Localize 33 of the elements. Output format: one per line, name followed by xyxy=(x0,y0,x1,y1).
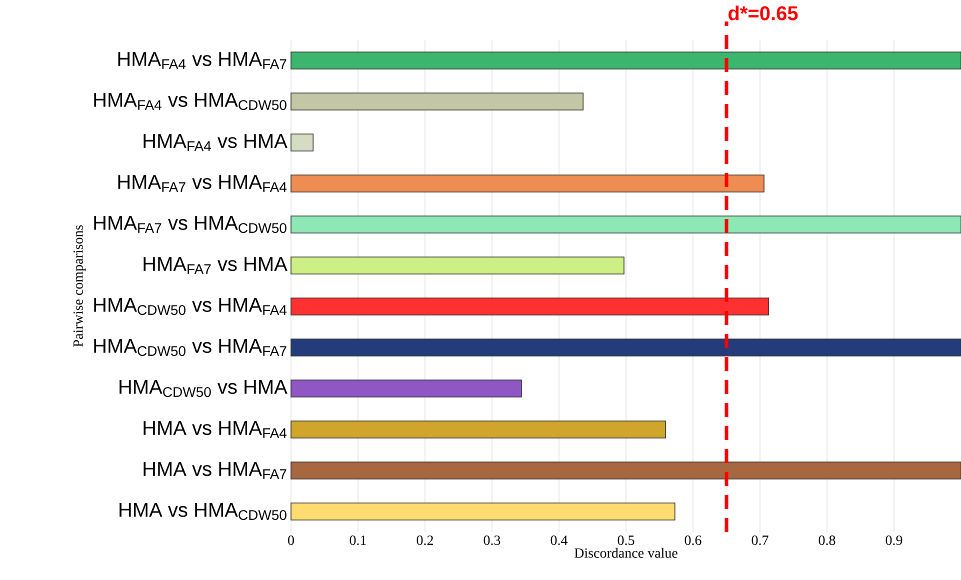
y-axis-title: Pairwise comparisons xyxy=(73,225,86,347)
y-tick-label: HMA$_{FA7}$ vs HMA xyxy=(144,257,288,274)
y-tick-label: HMA vs HMA$_{CDW50}$ xyxy=(120,502,286,520)
bar xyxy=(290,92,584,110)
x-tick-label: 0.1 xyxy=(350,536,366,546)
x-tick-label: 0.5 xyxy=(618,536,634,546)
bar xyxy=(290,420,666,438)
y-tick-label: HMA$_{FA7}$ vs HMA$_{FA4}$ xyxy=(118,175,287,192)
x-tick-label: 0 xyxy=(288,536,294,545)
y-tick-label: HMA$_{FA4}$ vs HMA$_{FA7}$ xyxy=(118,52,286,69)
bar xyxy=(290,380,522,398)
x-tick-label: 0.7 xyxy=(752,536,768,546)
y-tick-label: HMA$_{FA4}$ vs HMA xyxy=(144,134,288,151)
y-tick-label: HMA$_{CDW50}$ vs HMA$_{FA4}$ xyxy=(94,298,287,316)
bar xyxy=(290,502,676,520)
y-tick-label: HMA$_{CDW50}$ vs HMA$_{FA7}$ xyxy=(94,338,286,356)
x-tick-label: 0.6 xyxy=(684,536,702,546)
bar xyxy=(290,134,314,152)
y-tick-label: HMA$_{FA7}$ vs HMA$_{CDW50}$ xyxy=(94,216,286,234)
x-tick-label: 0.2 xyxy=(416,536,433,546)
x-tick-label: 0.8 xyxy=(818,536,836,546)
x-tick-label: 0.4 xyxy=(550,536,568,546)
bar xyxy=(290,298,770,316)
x-tick-label: 0.9 xyxy=(886,536,902,546)
y-tick-label: HMA$_{CDW50}$ vs HMA xyxy=(120,380,288,397)
x-axis-title: Discordance value xyxy=(574,548,678,558)
x-tick-label: 0.3 xyxy=(484,536,500,546)
ref-line-label: d*=0.65 xyxy=(728,6,798,20)
y-tick-label: HMA vs HMA$_{FA4}$ xyxy=(144,421,287,438)
y-tick-label: HMA$_{FA4}$ vs HMA$_{CDW50}$ xyxy=(94,93,286,110)
bar xyxy=(290,256,624,274)
y-tick-label: HMA vs HMA$_{FA7}$ xyxy=(144,462,286,479)
bar xyxy=(290,174,764,192)
